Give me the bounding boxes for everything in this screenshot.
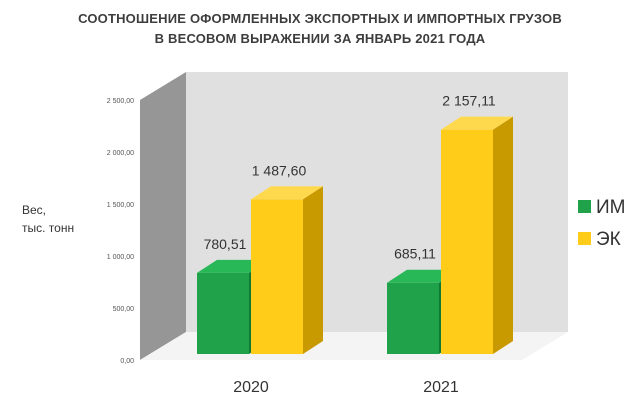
chart-title: СООТНОШЕНИЕ ОФОРМЛЕННЫХ ЭКСПОРТНЫХ И ИМП… — [78, 11, 562, 26]
y-axis-label-line2: тыс. тонн — [22, 221, 75, 235]
y-tick-label: 500,00 — [113, 306, 135, 313]
y-axis-label-line1: Вес, — [22, 203, 47, 217]
bar-side — [493, 116, 513, 355]
bar-front — [441, 129, 493, 354]
legend-swatch — [578, 232, 591, 245]
legend-label: ЭК — [596, 229, 621, 250]
data-label: 780,51 — [204, 236, 247, 252]
data-label: 1 487,60 — [252, 162, 307, 178]
y-tick-label: 1 500,00 — [107, 202, 134, 209]
bar-top — [251, 186, 323, 200]
y-tick-label: 1 000,00 — [107, 254, 134, 261]
legend-swatch — [578, 200, 591, 213]
side-wall — [140, 72, 186, 360]
data-label: 685,11 — [394, 246, 436, 262]
bar-front — [197, 272, 249, 354]
y-tick-label: 0,00 — [120, 358, 134, 365]
bar-side — [303, 186, 323, 354]
bar-top — [441, 116, 513, 130]
x-tick-label: 2020 — [233, 379, 269, 396]
x-tick-label: 2021 — [423, 379, 459, 396]
y-tick-label: 2 000,00 — [107, 150, 134, 157]
y-tick-label: 2 500,00 — [107, 98, 134, 105]
legend-label: ИМ — [596, 197, 625, 218]
data-label: 2 157,11 — [442, 93, 496, 109]
bar-front — [387, 282, 439, 354]
bar-front — [251, 199, 303, 354]
chart-subtitle: В ВЕСОВОМ ВЫРАЖЕНИИ ЗА ЯНВАРЬ 2021 ГОДА — [154, 31, 486, 46]
